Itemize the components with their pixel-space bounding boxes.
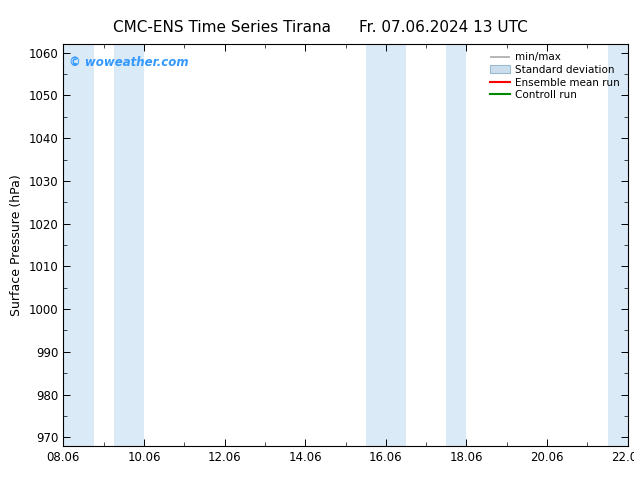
- Bar: [63, 44, 94, 446]
- Text: CMC-ENS Time Series Tirana: CMC-ENS Time Series Tirana: [113, 20, 331, 35]
- Text: © woweather.com: © woweather.com: [69, 56, 189, 69]
- Bar: [446, 44, 467, 446]
- Bar: [607, 44, 628, 446]
- Bar: [113, 44, 144, 446]
- Y-axis label: Surface Pressure (hPa): Surface Pressure (hPa): [10, 174, 23, 316]
- Bar: [366, 44, 406, 446]
- Legend: min/max, Standard deviation, Ensemble mean run, Controll run: min/max, Standard deviation, Ensemble me…: [486, 49, 623, 103]
- Text: Fr. 07.06.2024 13 UTC: Fr. 07.06.2024 13 UTC: [359, 20, 528, 35]
